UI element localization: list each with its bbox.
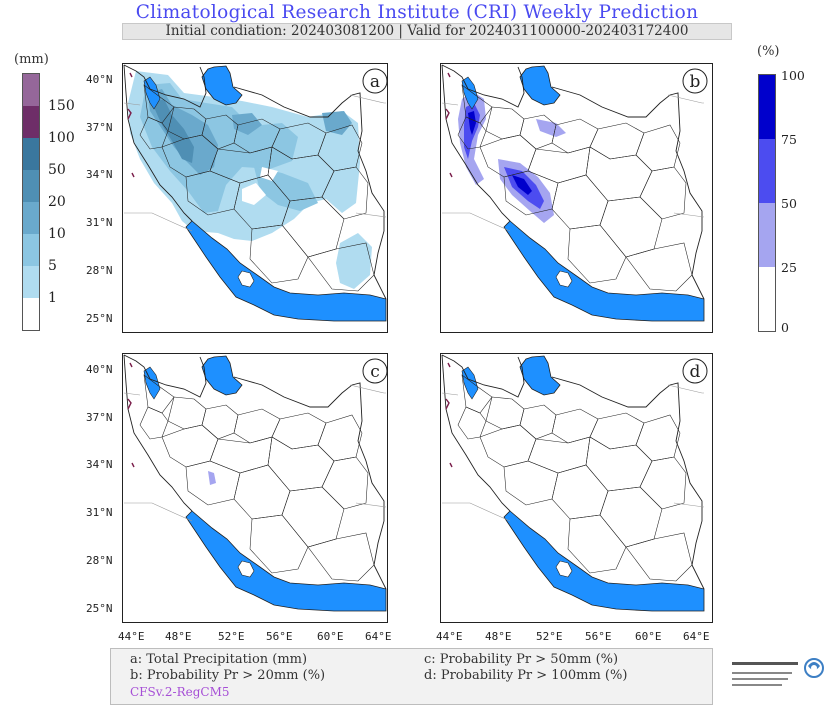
lon-tick: 48°E xyxy=(485,630,512,643)
precip-area-dark xyxy=(322,111,352,135)
lon-tick: 64°E xyxy=(365,630,392,643)
lon-tick: 60°E xyxy=(317,630,344,643)
left-colorbar-swatch-10 xyxy=(23,202,39,234)
right-colorbar-swatch-0-25 xyxy=(759,267,775,331)
lat-tick: 37°N xyxy=(86,121,113,134)
left-colorbar xyxy=(22,73,40,331)
lat-tick: 28°N xyxy=(86,554,113,567)
left-colorbar-swatch-100 xyxy=(23,106,39,138)
map-panel-d: d xyxy=(440,353,713,623)
left-colorbar-unit: (mm) xyxy=(14,52,49,67)
right-colorbar-swatch-50-75 xyxy=(759,139,775,203)
left-colorbar-label: 150 xyxy=(48,98,75,114)
lon-tick: 52°E xyxy=(218,630,245,643)
map-panel-a: a xyxy=(122,63,388,333)
lat-tick: 31°N xyxy=(86,216,113,229)
precip-gap xyxy=(260,167,278,181)
lat-tick: 25°N xyxy=(86,312,113,325)
legend-item-d: d: Probability Pr > 100mm (%) xyxy=(424,668,628,683)
left-colorbar-label: 5 xyxy=(48,258,57,274)
left-colorbar-label: 20 xyxy=(48,194,66,210)
left-colorbar-label: 1 xyxy=(48,290,57,306)
legend-item-b: b: Probability Pr > 20mm (%) xyxy=(130,668,326,683)
lat-tick: 37°N xyxy=(86,411,113,424)
left-colorbar-label: 10 xyxy=(48,226,66,242)
precip-gap xyxy=(242,183,266,205)
institute-logo xyxy=(732,658,824,686)
panel-label-circle xyxy=(362,358,388,384)
lon-tick: 64°E xyxy=(683,630,710,643)
legend-box xyxy=(110,648,713,705)
lat-tick: 34°N xyxy=(86,168,113,181)
lon-tick: 60°E xyxy=(635,630,662,643)
right-colorbar-swatch-75-100 xyxy=(759,75,775,139)
left-colorbar-label: 50 xyxy=(48,162,66,178)
page-title: Climatological Research Institute (CRI) … xyxy=(135,2,699,23)
prob-area-25-50 xyxy=(208,471,216,485)
lon-tick: 56°E xyxy=(585,630,612,643)
right-colorbar-label: 100 xyxy=(781,68,805,83)
right-colorbar-unit: (%) xyxy=(757,44,780,59)
precip-area-dark xyxy=(232,113,262,135)
left-colorbar-swatch-0 xyxy=(23,298,39,330)
lat-tick: 31°N xyxy=(86,506,113,519)
panel-label-circle xyxy=(682,68,708,94)
legend-item-a: a: Total Precipitation (mm) xyxy=(130,652,308,667)
right-colorbar-label: 75 xyxy=(781,132,797,147)
prob-area-25-50 xyxy=(536,119,566,137)
lon-tick: 48°E xyxy=(165,630,192,643)
left-colorbar-swatch-50 xyxy=(23,138,39,170)
model-name: CFSv.2-RegCM5 xyxy=(130,685,230,699)
lon-tick: 44°E xyxy=(436,630,463,643)
panel-label: b xyxy=(690,72,701,92)
right-colorbar-label: 50 xyxy=(781,196,797,211)
right-colorbar-label: 25 xyxy=(781,260,797,275)
map-panel-b: b xyxy=(440,63,713,333)
right-colorbar-swatch-25-50 xyxy=(759,203,775,267)
lat-tick: 40°N xyxy=(86,73,113,86)
panel-label: d xyxy=(690,362,701,382)
legend-item-c: c: Probability Pr > 50mm (%) xyxy=(424,652,619,667)
prob-area-75-100 xyxy=(468,111,476,135)
lon-tick: 56°E xyxy=(266,630,293,643)
panel-label: c xyxy=(370,362,380,382)
panel-label-circle xyxy=(362,68,388,94)
lat-tick: 28°N xyxy=(86,264,113,277)
left-colorbar-label: 100 xyxy=(48,130,75,146)
lat-tick: 34°N xyxy=(86,458,113,471)
left-colorbar-swatch-5 xyxy=(23,234,39,266)
left-colorbar-swatch-1 xyxy=(23,266,39,298)
precip-area-darker xyxy=(152,99,194,163)
subtitle: Initial condiation: 202403081200 | Valid… xyxy=(165,23,689,39)
lon-tick: 52°E xyxy=(536,630,563,643)
left-colorbar-swatch-20 xyxy=(23,170,39,202)
map-panel-c: c xyxy=(122,353,388,623)
subtitle-bar xyxy=(122,23,732,40)
right-colorbar-label: 0 xyxy=(781,320,789,335)
panel-label-circle xyxy=(682,358,708,384)
left-colorbar-swatch-150plus xyxy=(23,74,39,106)
right-colorbar xyxy=(758,74,776,332)
lat-tick: 25°N xyxy=(86,602,113,615)
lat-tick: 40°N xyxy=(86,363,113,376)
prob-area-75-100 xyxy=(512,175,532,195)
panel-label: a xyxy=(370,72,380,92)
lon-tick: 44°E xyxy=(118,630,145,643)
